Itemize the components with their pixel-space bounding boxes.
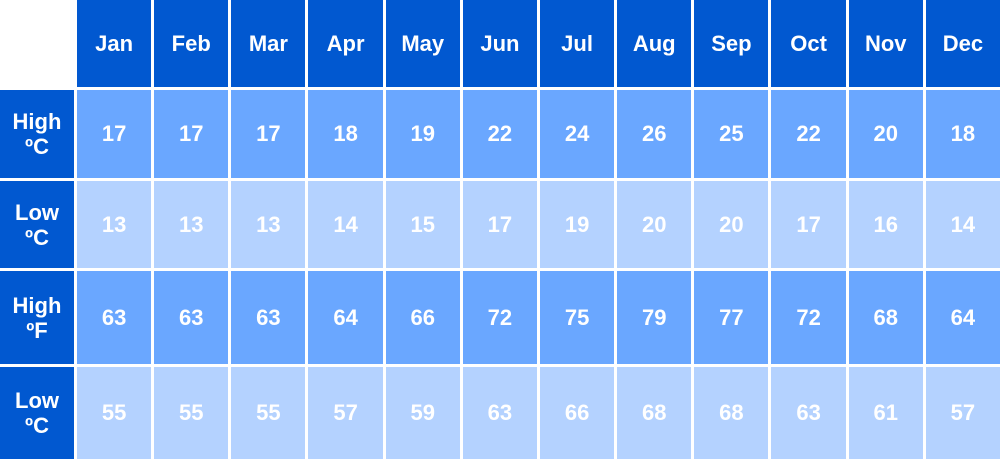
month-header-oct: Oct xyxy=(771,0,846,90)
table-cell: 17 xyxy=(462,181,537,271)
table-cell: 55 xyxy=(154,367,229,462)
row-header-high-c: High ºC xyxy=(0,90,74,181)
table-cell: 72 xyxy=(771,271,846,367)
table-cell: 26 xyxy=(617,90,692,181)
row-header-line2: ºC xyxy=(25,224,49,250)
row-header-line1: Low xyxy=(15,388,59,413)
table-cell: 15 xyxy=(385,181,460,271)
month-header-apr: Apr xyxy=(308,0,383,90)
row-header-high-f: High ºF xyxy=(0,271,74,367)
table-cell: 17 xyxy=(771,181,846,271)
table-cell: 14 xyxy=(925,181,1000,271)
table-cell: 61 xyxy=(848,367,923,462)
table-cell: 17 xyxy=(231,90,306,181)
table-cell: 19 xyxy=(385,90,460,181)
table-cell: 17 xyxy=(77,90,152,181)
month-header-sep: Sep xyxy=(694,0,769,90)
month-header-jan: Jan xyxy=(77,0,152,90)
table-cell: 68 xyxy=(694,367,769,462)
row-header-line2: ºC xyxy=(25,413,49,438)
table-cell: 64 xyxy=(925,271,1000,367)
table-cell: 19 xyxy=(539,181,615,271)
table-cell: 63 xyxy=(154,271,229,367)
month-header-mar: Mar xyxy=(231,0,306,90)
table-cell: 68 xyxy=(848,271,923,367)
table-cell: 57 xyxy=(308,367,383,462)
month-header-jun: Jun xyxy=(462,0,537,90)
table-cell: 77 xyxy=(694,271,769,367)
month-header-feb: Feb xyxy=(154,0,229,90)
table-cell: 66 xyxy=(539,367,615,462)
table-cell: 55 xyxy=(231,367,306,462)
table-cell: 72 xyxy=(462,271,537,367)
month-header-dec: Dec xyxy=(925,0,1000,90)
table-cell: 64 xyxy=(308,271,383,367)
row-header-line1: High xyxy=(12,109,62,134)
table-cell: 22 xyxy=(462,90,537,181)
table-cell: 66 xyxy=(385,271,460,367)
table-cell: 13 xyxy=(77,181,152,271)
table-cell: 57 xyxy=(925,367,1000,462)
month-header-aug: Aug xyxy=(617,0,692,90)
month-header-jul: Jul xyxy=(539,0,615,90)
month-header-nov: Nov xyxy=(848,0,923,90)
table-cell: 18 xyxy=(308,90,383,181)
table-cell: 63 xyxy=(231,271,306,367)
table-cell: 63 xyxy=(771,367,846,462)
table-cell: 63 xyxy=(77,271,152,367)
row-header-low-c: Low ºC xyxy=(0,181,74,271)
row-header-line2: ºF xyxy=(26,317,48,343)
table-cell: 20 xyxy=(694,181,769,271)
table-cell: 22 xyxy=(771,90,846,181)
table-cell: 55 xyxy=(77,367,152,462)
table-cell: 14 xyxy=(308,181,383,271)
row-header-low-f: Low ºC xyxy=(0,367,74,462)
table-cell: 20 xyxy=(617,181,692,271)
table-cell: 13 xyxy=(231,181,306,271)
table-cell: 68 xyxy=(617,367,692,462)
table-cell: 20 xyxy=(848,90,923,181)
table-corner xyxy=(0,0,74,90)
table-cell: 24 xyxy=(539,90,615,181)
table-cell: 17 xyxy=(154,90,229,181)
table-cell: 63 xyxy=(462,367,537,462)
table-cell: 79 xyxy=(617,271,692,367)
table-cell: 13 xyxy=(154,181,229,271)
month-header-may: May xyxy=(385,0,460,90)
table-cell: 75 xyxy=(539,271,615,367)
table-cell: 18 xyxy=(925,90,1000,181)
table-cell: 16 xyxy=(848,181,923,271)
table-cell: 59 xyxy=(385,367,460,462)
row-header-line2: ºC xyxy=(25,134,49,159)
table-cell: 25 xyxy=(694,90,769,181)
row-header-line1: Low xyxy=(15,199,59,225)
row-header-line1: High xyxy=(12,292,62,318)
